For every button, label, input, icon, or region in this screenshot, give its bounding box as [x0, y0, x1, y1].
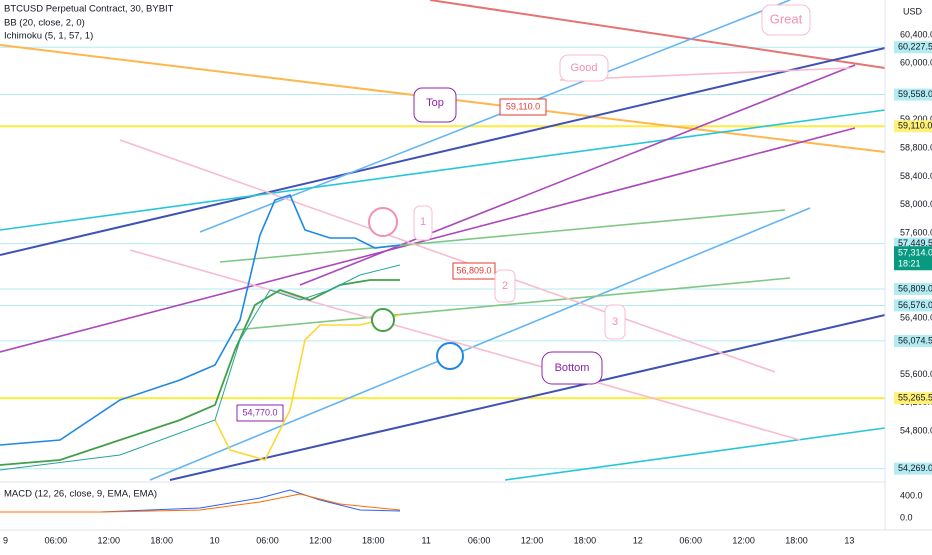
price-tick: 55,600.0	[900, 369, 932, 379]
price-tick: 54,800.0	[900, 425, 932, 435]
sad-face	[436, 342, 464, 370]
callout	[604, 304, 626, 340]
ichimoku-line	[214, 314, 401, 461]
time-tick: 11	[422, 535, 431, 545]
signal-line	[0, 493, 401, 513]
level-label: 55,265.5	[898, 393, 932, 403]
level-label: 56,809.0	[898, 283, 932, 293]
level-label: 56,576.0	[898, 300, 932, 310]
price-tick: 58,000.0	[900, 199, 932, 209]
callout	[236, 404, 284, 422]
trend-line	[0, 47, 886, 256]
level-badge	[894, 392, 932, 405]
callout	[541, 351, 603, 385]
trend-line	[219, 209, 786, 263]
annotation: 1	[420, 216, 426, 228]
level-label: 56,074.5	[898, 335, 932, 345]
time-tick: 06:00	[468, 535, 491, 545]
annotation: 56,809.0	[456, 265, 491, 275]
price-tick: 60,000.0	[900, 58, 932, 68]
trend-line	[504, 427, 886, 481]
bollinger-upper	[0, 194, 401, 446]
level-label: 60,227.5	[898, 42, 932, 52]
callout	[413, 205, 433, 241]
callout	[452, 262, 496, 280]
last-price: 57,314.0	[898, 248, 932, 258]
time-tick: 13	[844, 535, 854, 545]
symbol-title: BTCUSD Perpetual Contract, 30, BYBIT	[4, 4, 174, 15]
level-label: 54,269.0	[898, 463, 932, 473]
price-tick: 58,800.0	[900, 143, 932, 153]
annotation: 59,110.0	[506, 101, 540, 111]
time-tick: 06:00	[256, 535, 279, 545]
annotation: 3	[612, 316, 618, 328]
trend-line	[429, 0, 886, 69]
trend-line	[169, 314, 886, 481]
indicator-label: Ichimoku (5, 1, 57, 1)	[4, 31, 93, 42]
trend-line	[299, 64, 856, 286]
time-tick: 12:00	[98, 535, 121, 545]
price-trace	[0, 264, 401, 471]
time-tick: 06:00	[679, 535, 702, 545]
callout	[761, 4, 811, 36]
smiley	[368, 207, 398, 237]
neutral-face	[371, 308, 395, 332]
trend-line	[149, 207, 811, 481]
annotation: 2	[502, 280, 508, 292]
annotation: Good	[571, 62, 598, 74]
level-badge	[894, 462, 932, 475]
trend-line	[0, 109, 886, 231]
callout	[499, 98, 547, 116]
time-tick: 9	[3, 535, 8, 545]
time-tick: 12:00	[732, 535, 755, 545]
callout	[494, 269, 516, 303]
bollinger-basis	[0, 279, 400, 466]
macd-title: MACD (12, 26, close, 9, EMA, EMA)	[4, 489, 157, 500]
time-tick: 18:00	[150, 535, 173, 545]
time-tick: 06:00	[45, 535, 68, 545]
annotation: Bottom	[555, 362, 590, 374]
time-tick: 18:00	[362, 535, 385, 545]
time-tick: 12	[633, 535, 643, 545]
level-badge	[894, 41, 932, 54]
callout	[413, 87, 457, 123]
trend-line	[129, 249, 801, 441]
annotation-shapes	[236, 4, 811, 422]
countdown: 18:21	[898, 259, 921, 269]
time-tick: 10	[210, 535, 220, 545]
level-badge	[894, 334, 932, 347]
currency: USD	[903, 6, 923, 16]
time-tick: 18:00	[574, 535, 597, 545]
level-badge	[894, 120, 932, 133]
trend-line	[234, 277, 791, 331]
trend-line	[199, 0, 791, 233]
time-tick: 18:00	[785, 535, 808, 545]
level-label: 57,449.5	[898, 238, 932, 248]
time-tick: 12:00	[521, 535, 544, 545]
price-tick: 57,600.0	[900, 227, 932, 237]
price-tick: 56,400.0	[900, 312, 932, 322]
time-tick: 12:00	[309, 535, 332, 545]
annotation: Great	[770, 11, 803, 26]
last-price-badge	[894, 246, 932, 271]
level-badge	[894, 299, 932, 312]
price-tick: 60,400.0	[900, 29, 932, 39]
price-tick: 59,200.0	[900, 114, 932, 124]
level-badge	[894, 282, 932, 295]
annotation: Top	[426, 97, 444, 109]
level-label: 59,558.0	[898, 89, 932, 99]
macd-tick: 400.0	[900, 490, 923, 500]
callout	[559, 54, 609, 82]
annotation: 54,770.0	[242, 407, 277, 417]
macd-tick: 0.0	[900, 512, 913, 522]
level-label: 59,110.0	[898, 121, 932, 131]
indicator-label: BB (20, close, 2, 0)	[4, 18, 85, 29]
trend-line	[119, 139, 776, 373]
price-tick: 58,400.0	[900, 171, 932, 181]
level-badge	[894, 88, 932, 101]
trend-line	[559, 67, 851, 81]
